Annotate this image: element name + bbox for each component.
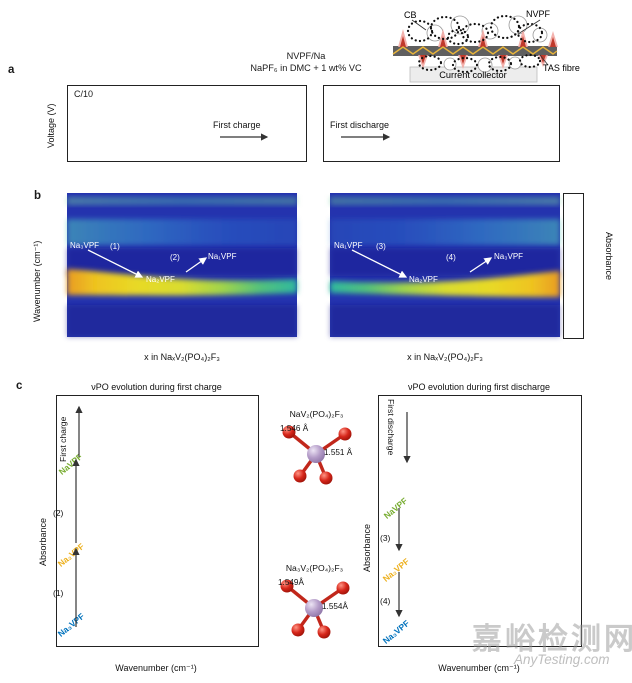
colorbar-label: Absorbance (604, 232, 614, 281)
current-collector-label: Current collector (439, 70, 506, 80)
nvpf-label: NVPF (526, 9, 551, 19)
voltage-discharge-plot (323, 85, 560, 162)
heatmap-discharge (330, 193, 560, 337)
fibre-electrode-schematic: CB NVPF TAS fibre Current collector (392, 9, 580, 83)
hm-right-na2vpf: Na₂VPF (409, 275, 438, 284)
watermark-latin: AnyTesting.com (514, 652, 610, 667)
po4-molecule (282, 426, 352, 485)
voltage-axis-label: Voltage (V) (46, 103, 56, 148)
absorbance-axis-label-left: Absorbance (38, 517, 48, 566)
cell-chemistry: NVPF/Na (286, 51, 326, 61)
hm-left-step1: (1) (110, 242, 120, 251)
tas-fibre-bar (393, 46, 557, 56)
x-axis-title-b-left: x in NaₓV₂(PO₄)₂F₃ (144, 352, 220, 362)
voltage-charge-plot (67, 85, 307, 162)
spectra-discharge-plot (378, 395, 582, 647)
spectra-charge-plot (56, 395, 259, 647)
first-charge-annotation: First charge (213, 120, 261, 130)
bond-length-top: 1.549Å (278, 578, 304, 587)
cell-electrolyte: NaPF₆ in DMC + 1 wt% VC (250, 62, 362, 73)
tas-fibre-label: TAS fibre (543, 63, 580, 73)
panel-label-b: b (34, 190, 42, 202)
bond-length-right: 1.551 Å (324, 448, 353, 457)
hm-right-step3: (3) (376, 242, 386, 251)
hm-left-step2: (2) (170, 253, 180, 262)
x-axis-title-b-right: x in NaₓV₂(PO₄)₂F₃ (407, 352, 483, 362)
hm-left-na1vpf: Na₁VPF (208, 252, 237, 261)
schematic-leader-lines (411, 19, 549, 66)
bond-length-top: 1.546 Å (280, 424, 309, 433)
first-charge-direction: First charge (58, 416, 68, 462)
hm-left-na2vpf: Na₂VPF (146, 275, 175, 284)
c-left-step2: (2) (53, 508, 64, 518)
c-right-step3: (3) (380, 533, 391, 543)
fibre-core-line (392, 46, 558, 55)
colorbar (563, 193, 584, 339)
carbon-black-chains (406, 14, 544, 74)
hm-right-na1vpf: Na₁VPF (334, 241, 363, 250)
po4-molecule (280, 580, 350, 639)
spectra-charge-title: νPO evolution during first charge (91, 382, 222, 392)
panel-label-c: c (16, 380, 23, 392)
c-right-step4: (4) (380, 596, 391, 606)
cb-label: CB (404, 10, 417, 20)
bond-length-right: 1.554Å (322, 602, 348, 611)
hm-right-na3vpf: Na₃VPF (494, 252, 524, 261)
panel-label-a: a (8, 64, 15, 76)
c-rate-label: C/10 (74, 89, 94, 99)
inset-formula: Na₃V₂(PO₄)₂F₃ (285, 563, 344, 573)
absorbance-axis-label-right: Absorbance (362, 523, 372, 572)
wavenumber-axis-label-b: Wavenumber (cm⁻¹) (32, 240, 42, 322)
spectra-discharge-title: νPO evolution during first discharge (407, 382, 551, 392)
watermark-cjk: 嘉峪检测网 (472, 623, 632, 656)
hm-left-na3vpf: Na₃VPF (70, 241, 100, 250)
inset-na3vpf-structure: Na₃V₂(PO₄)₂F₃ 1.549Å 1.554Å (266, 560, 363, 648)
inset-formula: NaV₂(PO₄)₂F₃ (289, 409, 344, 419)
first-discharge-direction: First discharge (386, 399, 396, 456)
wavenumber-axis-label-c-right: Wavenumber (cm⁻¹) (438, 663, 520, 673)
wavenumber-axis-label-c-left: Wavenumber (cm⁻¹) (115, 663, 197, 673)
heatmap-charge (67, 193, 297, 337)
hm-right-step4: (4) (446, 253, 456, 262)
cell-description: NVPF/Na NaPF₆ in DMC + 1 wt% VC (222, 51, 390, 74)
first-discharge-annotation: First discharge (330, 120, 390, 130)
c-left-step1: (1) (53, 588, 64, 598)
inset-navpf-structure: NaV₂(PO₄)₂F₃ 1.546 Å 1.551 Å (268, 406, 365, 496)
